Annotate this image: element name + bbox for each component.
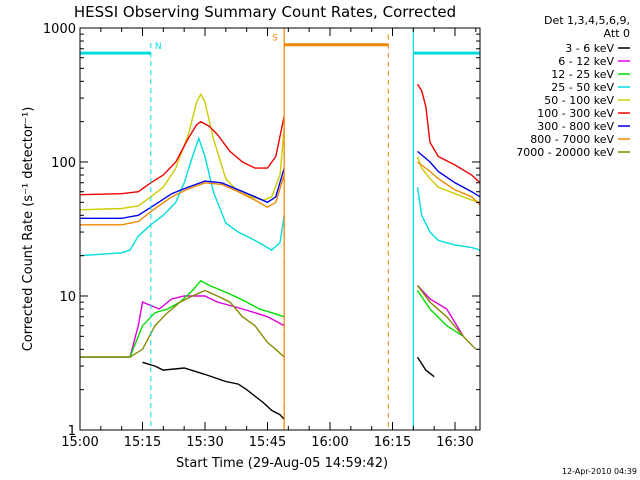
footer-date: 12-Apr-2010 04:39	[562, 467, 637, 476]
legend-label-2: 12 - 25 keV	[551, 68, 614, 81]
legend-label-0: 3 - 6 keV	[565, 42, 614, 55]
series-line-6	[80, 167, 285, 219]
attenuator-label-1: S	[272, 34, 278, 44]
series-segment-4	[416, 156, 481, 203]
legend-label-3: 25 - 50 keV	[551, 81, 614, 94]
attenuator-label-0: N	[155, 42, 162, 52]
series-line-7	[80, 174, 285, 226]
x-tick-label: 16:15	[374, 435, 411, 450]
series-segment-5	[416, 83, 481, 184]
series-layer	[79, 83, 481, 420]
series-segment-6	[417, 150, 481, 198]
plot-frame	[79, 27, 481, 431]
legend-header-0: Det 1,3,4,5,6,9,	[544, 14, 630, 27]
series-segment-1	[416, 284, 464, 337]
legend-label-1: 6 - 12 keV	[558, 55, 614, 68]
series-line-8	[80, 289, 285, 358]
series-line-3	[79, 136, 285, 257]
legend-label-6: 300 - 800 keV	[537, 120, 614, 133]
series-segment-8	[416, 284, 477, 350]
series-line-1	[80, 295, 285, 358]
legend-header-1: Att 0	[604, 27, 630, 40]
x-tick-label: 16:30	[436, 435, 473, 450]
x-tick-label: 15:30	[186, 435, 223, 450]
y-tick-label: 1000	[43, 22, 76, 37]
x-tick-label: 15:15	[124, 435, 161, 450]
series-line-4	[79, 92, 285, 211]
x-axis-label: Start Time (29-Aug-05 14:59:42)	[176, 456, 388, 471]
y-tick-label: 100	[51, 156, 76, 171]
series-line-5	[79, 115, 285, 196]
series-line-0	[142, 361, 285, 420]
legend-label-8: 7000 - 20000 keV	[516, 146, 614, 159]
series-segment-7	[417, 161, 481, 206]
x-tick-label: 15:00	[61, 435, 98, 450]
y-axis-label-text: Corrected Count Rate (s⁻¹ detector⁻¹)	[21, 107, 36, 352]
y-tick-label: 1	[68, 424, 76, 439]
x-tick-label: 16:00	[311, 435, 348, 450]
legend-label-5: 100 - 300 keV	[537, 107, 614, 120]
series-segment-0	[416, 356, 435, 378]
series-segment-2	[416, 290, 464, 337]
legend-label-4: 50 - 100 keV	[544, 94, 614, 107]
legend-label-7: 800 - 7000 keV	[530, 133, 614, 146]
axes-layer: 15:00 15:15 15:30 15:45 16:00 16:15 16:30 1 10 10…	[43, 22, 481, 450]
x-tick-label: 15:45	[249, 435, 286, 450]
y-axis-label: Corrected Count Rate (s⁻¹ detector⁻¹)	[21, 107, 36, 352]
chart-title: HESSI Observing Summary Count Rates, Cor…	[74, 3, 456, 21]
series-line-2	[80, 279, 285, 358]
y-tick-label: 10	[59, 290, 76, 305]
series-segment-3	[416, 186, 481, 251]
